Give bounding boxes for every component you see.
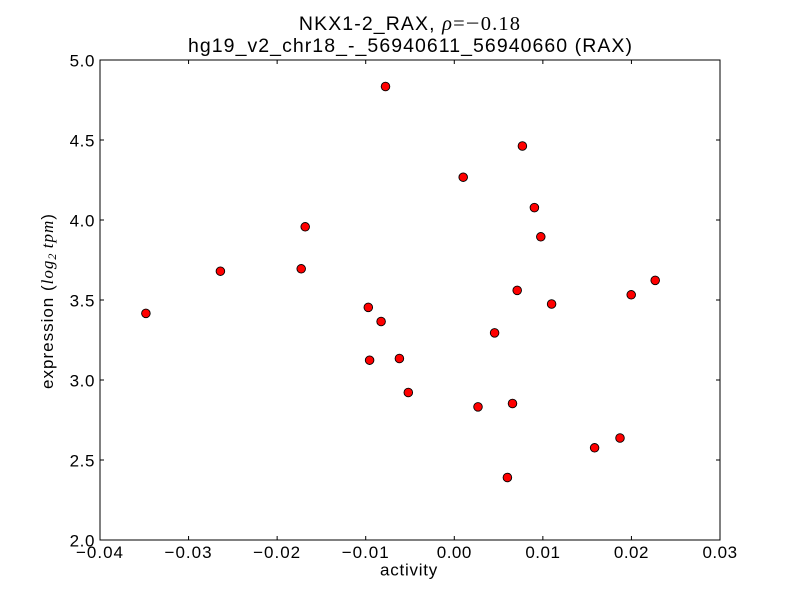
- svg-text:−0.02: −0.02: [253, 543, 301, 562]
- svg-text:−0.04: −0.04: [76, 543, 124, 562]
- svg-text:2.5: 2.5: [70, 452, 95, 471]
- svg-text:hg19_v2_chr18_-_56940611_56940: hg19_v2_chr18_-_56940611_56940660 (RAX): [188, 35, 633, 57]
- svg-text:3.5: 3.5: [70, 292, 95, 311]
- svg-text:NKX1-2_RAX, ρ=−0.18: NKX1-2_RAX, ρ=−0.18: [299, 13, 521, 35]
- svg-text:4.5: 4.5: [70, 132, 95, 151]
- svg-text:−0.03: −0.03: [165, 543, 213, 562]
- svg-text:−0.01: −0.01: [342, 543, 390, 562]
- svg-text:5.0: 5.0: [70, 52, 95, 71]
- svg-text:0.02: 0.02: [614, 543, 649, 562]
- svg-text:0.00: 0.00: [437, 543, 472, 562]
- svg-text:4.0: 4.0: [70, 212, 95, 231]
- svg-text:activity: activity: [380, 561, 438, 580]
- svg-text:2.0: 2.0: [70, 532, 95, 551]
- svg-text:expression (log2 tpm): expression (log2 tpm): [38, 213, 59, 389]
- svg-text:3.0: 3.0: [70, 372, 95, 391]
- svg-text:0.01: 0.01: [525, 543, 560, 562]
- svg-text:0.03: 0.03: [702, 543, 737, 562]
